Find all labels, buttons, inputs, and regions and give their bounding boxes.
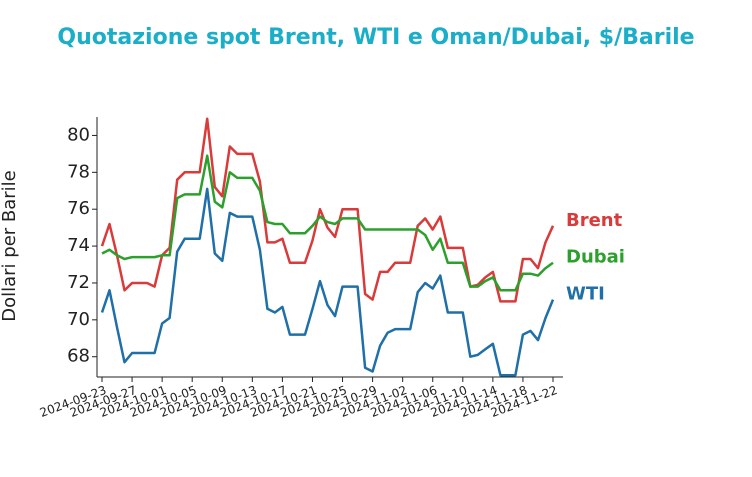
series-line: [100, 187, 555, 377]
y-tick-label: 78: [67, 161, 90, 182]
y-axis-label: Dollari per Barile: [0, 170, 20, 322]
series-line: [101, 154, 554, 292]
y-tick-label: 74: [67, 235, 90, 256]
legend-label: Dubai: [566, 247, 625, 268]
legend-label: WTI: [566, 284, 605, 305]
y-tick-label: 72: [67, 272, 90, 293]
y-tick-label: 76: [67, 198, 90, 219]
y-tick-label: 70: [67, 309, 90, 330]
chart-title: Quotazione spot Brent, WTI e Oman/Dubai,…: [57, 25, 694, 50]
y-tick-label: 68: [67, 346, 90, 367]
y-tick-label: 80: [67, 124, 90, 145]
series-line: [100, 117, 555, 303]
legend-label: Brent: [566, 210, 623, 231]
